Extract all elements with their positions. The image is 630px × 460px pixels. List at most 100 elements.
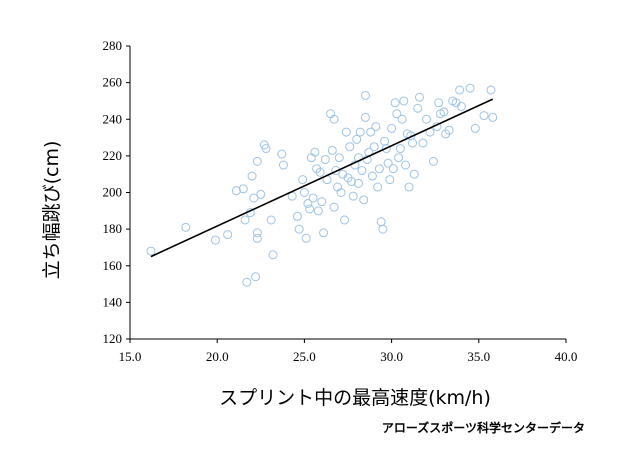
data-point <box>247 171 257 181</box>
data-point <box>378 224 388 234</box>
data-point <box>371 122 381 132</box>
data-point <box>268 250 278 260</box>
data-point <box>341 127 351 137</box>
data-point <box>404 182 414 192</box>
data-point <box>373 182 383 192</box>
data-point <box>305 204 315 214</box>
data-point <box>278 160 288 170</box>
y-tick-label: 240 <box>103 111 123 126</box>
data-point <box>348 191 358 201</box>
data-point <box>292 211 302 221</box>
data-point <box>329 114 339 124</box>
data-point <box>479 111 489 121</box>
data-point <box>376 217 386 227</box>
data-point <box>408 138 418 148</box>
data-point <box>413 103 423 113</box>
data-point <box>409 169 419 179</box>
x-axis-title: スプリント中の最高速度(km/h) <box>219 387 491 409</box>
data-point <box>390 98 400 108</box>
data-point <box>261 144 271 154</box>
data-point <box>334 153 344 163</box>
data-point <box>455 85 465 95</box>
data-point <box>294 224 304 234</box>
data-point <box>256 189 266 199</box>
data-point <box>444 125 454 135</box>
data-point <box>331 166 341 176</box>
data-point <box>388 164 398 174</box>
data-point <box>251 272 261 282</box>
data-point <box>315 167 325 177</box>
data-point <box>366 127 376 137</box>
data-point <box>329 202 339 212</box>
data-point <box>415 92 425 102</box>
data-point <box>277 149 287 159</box>
data-point <box>374 164 384 174</box>
trend-line <box>150 98 494 258</box>
data-point <box>401 160 411 170</box>
data-point <box>380 136 390 146</box>
y-tick-label: 220 <box>103 148 123 163</box>
data-point <box>317 197 327 207</box>
data-point <box>397 114 407 124</box>
data-point <box>336 188 346 197</box>
data-point <box>242 277 252 287</box>
data-point <box>399 96 409 106</box>
data-point <box>395 144 405 154</box>
y-tick-label: 280 <box>103 38 123 53</box>
data-point <box>418 138 428 148</box>
data-point <box>340 215 350 225</box>
data-point <box>394 153 404 163</box>
y-tick-label: 120 <box>103 331 123 346</box>
data-point <box>421 114 431 124</box>
data-point <box>387 123 397 133</box>
data-point <box>240 215 250 225</box>
plot-area: 120 140 160 180 200 220 240 260 280 15.0 20.0 25.0 3… <box>103 38 578 364</box>
data-point <box>428 156 438 166</box>
data-point <box>359 195 369 205</box>
data-point <box>303 198 313 208</box>
data-point <box>231 186 241 196</box>
data-point <box>301 233 311 243</box>
y-tick-label: 180 <box>103 221 123 236</box>
data-point <box>181 222 191 232</box>
x-tick-label: 30.0 <box>380 349 403 364</box>
data-point <box>470 123 480 133</box>
y-tick-label: 160 <box>103 258 123 273</box>
data-point <box>456 101 466 111</box>
y-tick-label: 260 <box>103 75 123 90</box>
data-point <box>210 235 220 245</box>
data-point <box>320 155 330 165</box>
data-point <box>252 228 262 238</box>
data-point <box>465 83 475 93</box>
data-point <box>308 193 318 203</box>
data-point <box>313 206 323 216</box>
data-point <box>486 85 496 95</box>
source-note: アローズスポーツ科学センターデータ <box>382 420 585 435</box>
data-point <box>310 147 320 157</box>
data-point <box>327 145 337 155</box>
data-point <box>355 127 365 137</box>
data-point <box>381 144 391 154</box>
data-point <box>298 175 308 185</box>
data-point <box>252 233 262 243</box>
x-tick-label: 40.0 <box>555 349 578 364</box>
data-point <box>146 246 156 256</box>
x-tick-label: 35.0 <box>467 349 490 364</box>
data-point <box>369 142 379 152</box>
data-point <box>434 98 444 108</box>
data-point <box>392 109 402 119</box>
x-tick-label: 20.0 <box>206 349 229 364</box>
y-tick-label: 140 <box>103 294 123 309</box>
data-point <box>353 178 363 188</box>
x-tick-label: 15.0 <box>119 349 142 364</box>
data-point <box>249 193 259 203</box>
data-point <box>439 107 449 117</box>
data-point <box>385 175 395 185</box>
data-point <box>346 177 356 187</box>
data-point <box>352 134 362 144</box>
data-point <box>299 188 309 197</box>
y-axis-title: 立ち幅跳び(cm) <box>41 141 63 280</box>
data-point <box>266 215 276 225</box>
data-point <box>223 230 233 240</box>
